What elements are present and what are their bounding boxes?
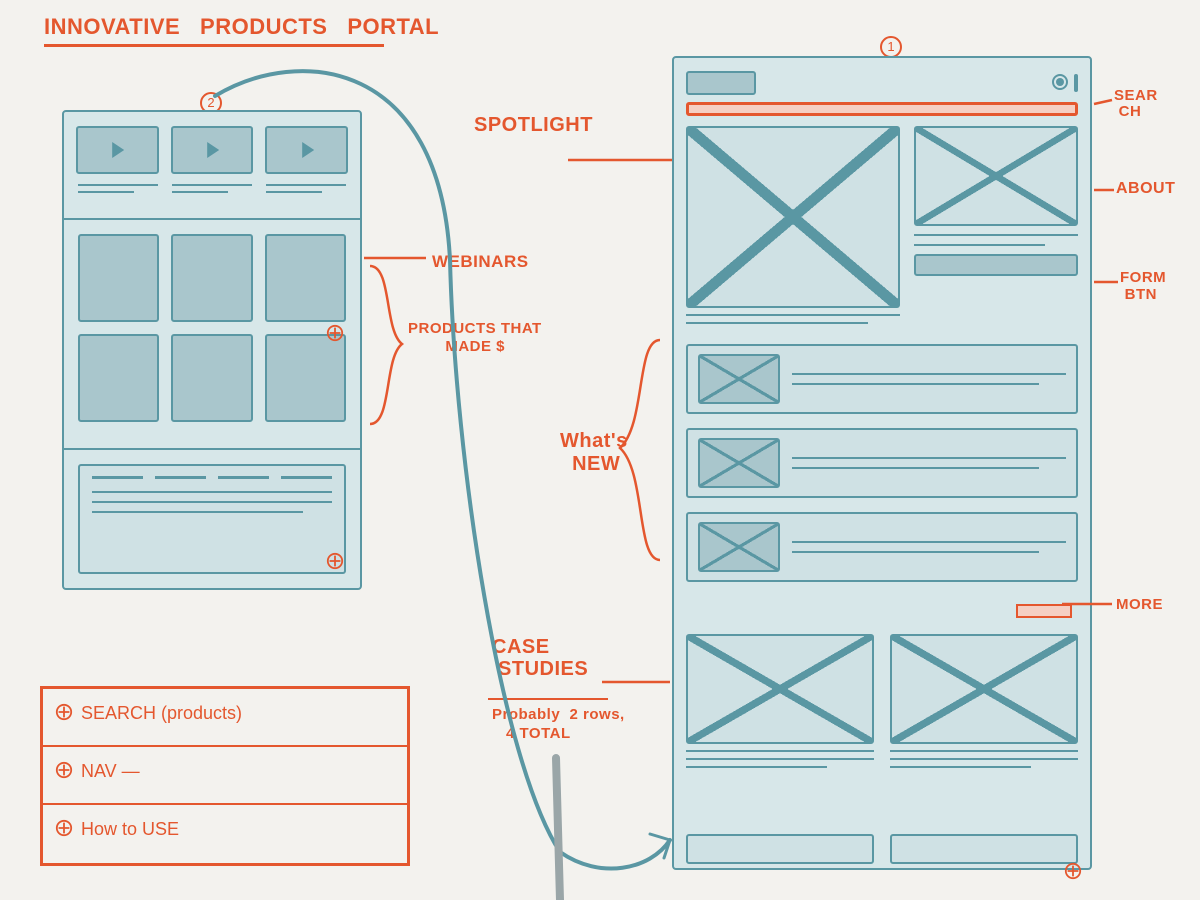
product-card[interactable] <box>265 334 346 422</box>
page-title: INNOVATIVE PRODUCTS PORTAL <box>44 14 384 47</box>
news-thumb <box>698 438 780 488</box>
note-row: NAV — <box>43 747 407 805</box>
form-button[interactable] <box>914 254 1078 276</box>
case-study[interactable] <box>686 634 874 768</box>
marker-icon <box>1064 862 1082 880</box>
webinar-video[interactable] <box>265 126 348 174</box>
annot-more: MORE <box>1116 596 1163 613</box>
annot-webinars: WEBINARS <box>432 252 529 272</box>
product-card[interactable] <box>78 234 159 322</box>
profile-icon[interactable] <box>1052 74 1068 90</box>
spotlight-image[interactable] <box>686 126 900 308</box>
webinar-video[interactable] <box>76 126 159 174</box>
divider <box>64 448 360 450</box>
case-image <box>890 634 1078 744</box>
play-icon <box>207 142 219 158</box>
annot-about: ABOUT <box>1116 180 1175 198</box>
header <box>686 68 1078 98</box>
case-studies-row <box>686 634 1078 768</box>
news-thumb <box>698 354 780 404</box>
news-item[interactable] <box>686 344 1078 414</box>
annot-products: PRODUCTS THAT MADE $ <box>408 320 542 356</box>
note-row: How to USE <box>43 805 407 863</box>
panel-1-badge: 1 <box>880 36 902 58</box>
note-row: SEARCH (products) <box>43 689 407 747</box>
case-study-peek <box>890 834 1078 864</box>
menu-icon[interactable] <box>1074 74 1078 92</box>
news-thumb <box>698 522 780 572</box>
panel-2-footer <box>78 464 346 574</box>
note-text: SEARCH (products) <box>81 703 242 724</box>
logo[interactable] <box>686 71 756 95</box>
header-icons <box>1052 74 1078 92</box>
product-card[interactable] <box>171 234 252 322</box>
annot-form-btn: FORM BTN <box>1120 270 1166 303</box>
annot-whats-new: What's NEW <box>560 430 628 476</box>
footer-nav[interactable] <box>92 476 332 479</box>
hero-row <box>686 126 1078 324</box>
product-card[interactable] <box>78 334 159 422</box>
more-button[interactable] <box>1016 604 1072 618</box>
whats-new-list <box>686 344 1078 582</box>
annot-spotlight: SPOTLIGHT <box>474 114 593 137</box>
annot-case-sub: Probably 2 rows, 4 TOTAL <box>492 706 625 744</box>
webinar-video[interactable] <box>171 126 254 174</box>
case-studies-row-2-peek <box>686 834 1078 864</box>
case-study[interactable] <box>890 634 1078 768</box>
marker-icon <box>326 324 344 342</box>
notes-box: SEARCH (products) NAV — How to USE <box>40 686 410 866</box>
annot-case-studies: CASE STUDIES <box>492 636 588 680</box>
product-card[interactable] <box>171 334 252 422</box>
panel-1-wireframe <box>672 56 1092 870</box>
about-image <box>914 126 1078 226</box>
marker-icon <box>326 552 344 570</box>
play-icon <box>113 142 125 158</box>
webinar-captions <box>78 184 346 193</box>
news-item[interactable] <box>686 428 1078 498</box>
panel-2-wireframe <box>62 110 362 590</box>
news-item[interactable] <box>686 512 1078 582</box>
case-study-peek <box>686 834 874 864</box>
product-card[interactable] <box>265 234 346 322</box>
webinar-row <box>76 126 348 174</box>
case-image <box>686 634 874 744</box>
search-bar[interactable] <box>686 102 1078 116</box>
about-block <box>914 126 1078 324</box>
divider <box>64 218 360 220</box>
play-icon <box>302 142 314 158</box>
note-text: NAV — <box>81 761 140 782</box>
annot-search: SEAR CH <box>1114 88 1158 120</box>
note-text: How to USE <box>81 819 179 840</box>
annot-case-underline <box>488 698 608 700</box>
products-grid <box>78 234 346 422</box>
spotlight-block <box>686 126 900 324</box>
